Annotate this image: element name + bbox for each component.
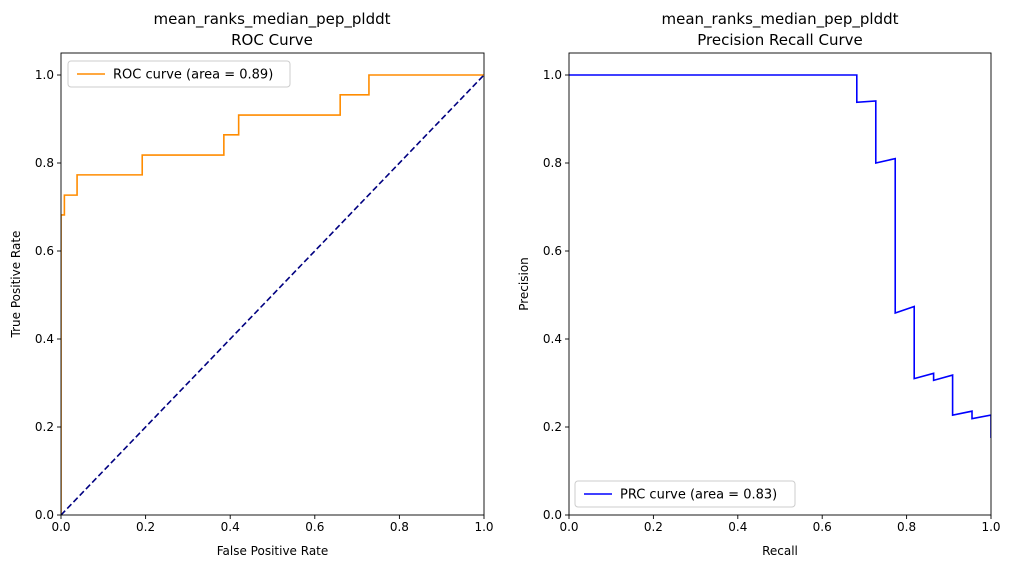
y-tick-label: 1.0 [543,68,562,82]
chart-title: mean_ranks_median_pep_plddt [153,10,390,29]
legend-label: ROC curve (area = 0.89) [113,68,273,83]
chance-diagonal-line [61,74,484,515]
chart-title: mean_ranks_median_pep_plddt [661,10,898,29]
x-tick-label: 0.8 [390,520,409,534]
legend-label: PRC curve (area = 0.83) [620,488,777,503]
x-tick-label: 0.2 [644,520,663,534]
series-line-1 [569,74,991,438]
x-axis-label: Recall [762,544,798,558]
y-tick-label: 0.4 [35,332,54,346]
chart-panel-1: 0.0 0.2 0.4 0.6 0.8 1.0 0.0 0.2 0.4 0.6 0.8 1.0 mean… [9,10,494,558]
x-tick-label: 1.0 [474,520,493,534]
x-tick-label: 0.0 [51,520,70,534]
x-axis-label: False Positive Rate [217,544,329,558]
x-tick-label: 0.6 [305,520,324,534]
x-tick-label: 0.0 [559,520,578,534]
y-tick-label: 0.8 [543,156,562,170]
x-tick-label: 0.8 [897,520,916,534]
legend: PRC curve (area = 0.83) [574,480,796,508]
legend: ROC curve (area = 0.89) [67,60,291,88]
legend-box [67,60,291,88]
axes-frame [60,52,485,516]
y-tick-label: 0.4 [543,332,562,346]
y-tick-label: 0.0 [543,508,562,522]
y-tick-label: 0.2 [35,420,54,434]
chart-subtitle: Precision Recall Curve [697,31,862,49]
x-tick-label: 0.4 [221,520,240,534]
chart-panel-2: 0.0 0.2 0.4 0.6 0.8 1.0 0.0 0.2 0.4 0.6 0.8 1.0 mean… [517,10,1001,558]
y-tick-label: 0.6 [35,244,54,258]
legend-box [574,480,796,508]
x-tick-label: 0.4 [728,520,747,534]
y-axis-label: True Positive Rate [9,231,23,339]
x-tick-label: 0.2 [136,520,155,534]
x-tick-label: 1.0 [981,520,1000,534]
y-tick-label: 0.2 [543,420,562,434]
chart-subtitle: ROC Curve [231,31,313,49]
y-axis-label: Precision [517,257,531,311]
y-tick-label: 0.6 [543,244,562,258]
y-tick-label: 0.0 [35,508,54,522]
axes-frame [568,52,992,516]
x-tick-label: 0.6 [813,520,832,534]
y-tick-label: 1.0 [35,68,54,82]
y-tick-label: 0.8 [35,156,54,170]
series-line-1 [61,74,484,515]
